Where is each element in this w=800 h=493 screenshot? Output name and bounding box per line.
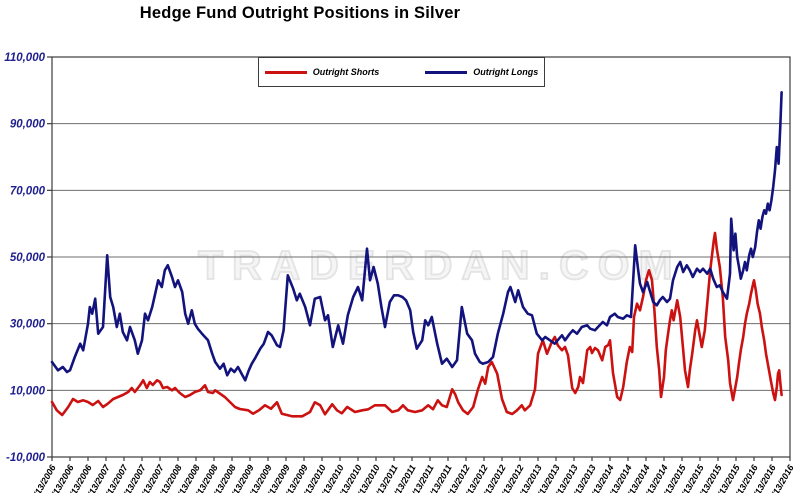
y-tick-label: 90,000 (10, 119, 46, 131)
shorts-line-swatch-icon (264, 70, 307, 74)
y-tick-label: -10,000 (6, 452, 46, 464)
legend-label-longs: Outright Longs (473, 67, 539, 77)
legend-item-longs: Outright Longs (425, 67, 538, 77)
y-tick-label: 70,000 (10, 185, 46, 197)
series-line-outright-shorts (50, 231, 783, 418)
watermark-text: TRADERDAN.COM (197, 241, 682, 289)
y-tick-label: 110,000 (4, 52, 45, 64)
y-tick-label: 50,000 (10, 252, 46, 264)
legend-label-shorts: Outright Shorts (312, 67, 380, 77)
series-line-outright-longs (50, 91, 783, 382)
longs-line-swatch-icon (425, 70, 468, 74)
legend-item-shorts: Outright Shorts (264, 67, 380, 77)
y-tick-label: 30,000 (10, 319, 46, 331)
legend-box: Outright Shorts Outright Longs (258, 57, 545, 87)
y-tick-label: 10,000 (10, 385, 46, 397)
chart-title: Hedge Fund Outright Positions in Silver (139, 4, 461, 22)
